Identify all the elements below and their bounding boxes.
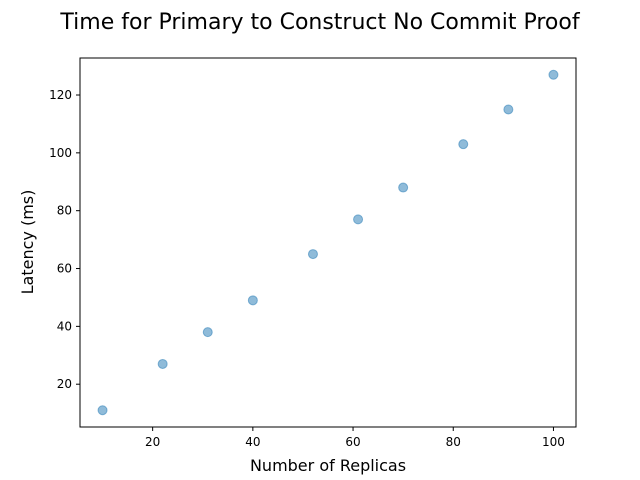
data-point: [398, 182, 409, 193]
x-tick-label: 80: [446, 435, 461, 449]
data-point: [247, 295, 258, 306]
x-tick-label: 20: [145, 435, 160, 449]
data-point: [458, 139, 469, 150]
x-tick-label: 60: [345, 435, 360, 449]
y-tick-label: 100: [49, 146, 72, 160]
data-points: [97, 69, 559, 416]
y-axis-ticks: 20 40 60 80 100 120: [49, 88, 80, 391]
y-tick-label: 120: [49, 88, 72, 102]
x-axis-ticks: 20 40 60 80 100: [145, 427, 565, 449]
x-axis-title: Number of Replicas: [250, 456, 406, 475]
data-point: [353, 214, 364, 225]
data-point: [157, 358, 168, 369]
y-tick-label: 80: [57, 204, 72, 218]
y-tick-label: 20: [57, 377, 72, 391]
y-axis-title: Latency (ms): [18, 190, 37, 295]
plot-frame: [79, 57, 577, 428]
chart-title: Time for Primary to Construct No Commit …: [59, 10, 580, 35]
data-point: [307, 249, 318, 260]
x-tick-label: 100: [542, 435, 565, 449]
data-point: [97, 405, 108, 416]
y-tick-label: 40: [57, 319, 72, 333]
data-point: [202, 327, 213, 338]
data-point: [548, 69, 559, 80]
data-point: [503, 104, 514, 115]
x-tick-label: 40: [245, 435, 260, 449]
y-tick-label: 60: [57, 262, 72, 276]
